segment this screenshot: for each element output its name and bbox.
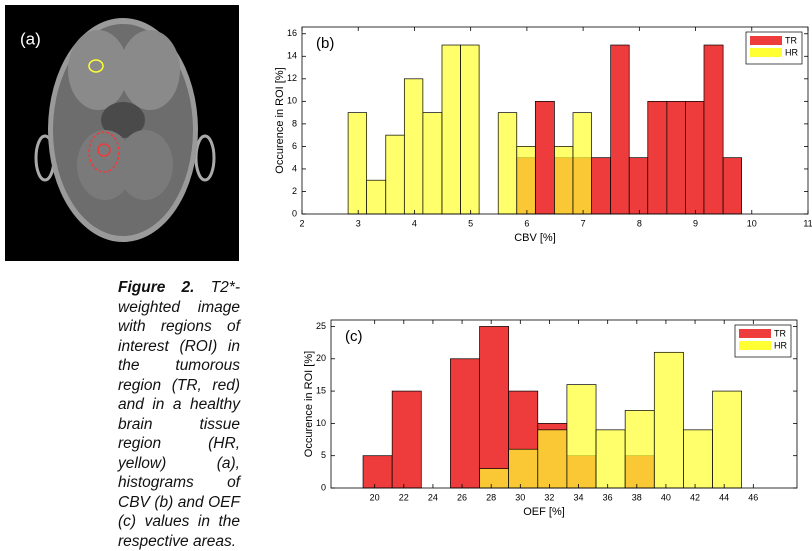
histogram-bar: [554, 146, 573, 214]
x-tick-label: 7: [581, 218, 586, 228]
x-tick-label: 9: [693, 218, 698, 228]
y-tick-label: 16: [287, 28, 297, 38]
histogram-bar: [723, 158, 742, 214]
x-axis-label: OEF [%]: [523, 506, 565, 518]
histogram-bar: [573, 113, 592, 214]
histogram-bar: [629, 158, 648, 214]
x-tick-label: 24: [428, 492, 438, 502]
y-tick-label: 0: [321, 482, 326, 492]
y-tick-label: 14: [287, 51, 297, 61]
histogram-bar: [386, 135, 405, 214]
x-tick-label: 40: [661, 492, 671, 502]
histogram-bar: [654, 352, 683, 488]
panel-label: (b): [316, 35, 334, 52]
legend-swatch: [739, 341, 771, 350]
legend-label: HR: [774, 340, 787, 350]
y-tick-label: 15: [316, 385, 326, 395]
legend-label: HR: [785, 47, 798, 57]
legend-label: TR: [785, 35, 797, 45]
x-tick-label: 34: [574, 492, 584, 502]
histogram-bar: [596, 430, 625, 488]
y-tick-label: 20: [316, 353, 326, 363]
histogram-bar: [567, 385, 596, 488]
x-tick-label: 10: [747, 218, 757, 228]
histogram-bar: [509, 449, 538, 488]
histogram-bar: [667, 101, 686, 214]
x-tick-label: 3: [356, 218, 361, 228]
histogram-bar: [538, 430, 567, 488]
y-tick-label: 8: [292, 118, 297, 128]
caption-text: T2*-weighted image with regions of inter…: [118, 279, 240, 550]
histogram-bar: [498, 113, 517, 214]
y-tick-label: 4: [292, 163, 297, 173]
histogram-bar: [625, 410, 654, 488]
y-tick-label: 0: [292, 208, 297, 218]
histogram-bar: [535, 101, 554, 214]
histogram-bar: [404, 79, 423, 214]
x-tick-label: 42: [690, 492, 700, 502]
histogram-bar: [704, 45, 723, 214]
y-axis-label: Occurence in ROI [%]: [274, 67, 286, 173]
x-tick-label: 20: [370, 492, 380, 502]
x-tick-label: 38: [632, 492, 642, 502]
mri-image: (a): [5, 5, 239, 261]
x-tick-label: 5: [468, 218, 473, 228]
histogram-bar: [517, 146, 536, 214]
histogram-bar: [683, 430, 712, 488]
x-tick-label: 8: [637, 218, 642, 228]
x-tick-label: 11: [803, 218, 812, 228]
y-tick-label: 10: [287, 96, 297, 106]
panel-label: (c): [345, 328, 363, 345]
y-tick-label: 10: [316, 418, 326, 428]
x-tick-label: 46: [748, 492, 758, 502]
x-tick-label: 26: [457, 492, 467, 502]
histogram-bar: [348, 113, 367, 214]
legend-swatch: [739, 329, 771, 338]
legend-label: TR: [774, 328, 786, 338]
histogram-bar: [480, 326, 509, 488]
histogram-bar: [592, 158, 611, 214]
x-tick-label: 2: [299, 218, 304, 228]
histogram-bar: [648, 101, 667, 214]
x-tick-label: 4: [412, 218, 417, 228]
y-tick-label: 5: [321, 450, 326, 460]
histogram-bar: [450, 359, 479, 488]
caption-label: Figure 2.: [118, 279, 195, 296]
y-tick-label: 25: [316, 321, 326, 331]
y-axis-label: Occurence in ROI [%]: [303, 351, 315, 457]
histogram-bar: [392, 391, 421, 488]
histogram-bar: [367, 180, 386, 214]
image-label: (a): [20, 29, 41, 48]
y-tick-label: 12: [287, 73, 297, 83]
x-tick-label: 22: [399, 492, 409, 502]
histogram-bar: [423, 113, 442, 214]
x-tick-label: 6: [524, 218, 529, 228]
x-tick-label: 44: [719, 492, 729, 502]
histogram-bar: [363, 456, 392, 488]
histogram-bar: [480, 469, 509, 488]
x-tick-label: 32: [544, 492, 554, 502]
x-tick-label: 28: [486, 492, 496, 502]
x-axis-label: CBV [%]: [514, 232, 556, 244]
histogram-bar: [713, 391, 742, 488]
y-tick-label: 2: [292, 186, 297, 196]
x-tick-label: 36: [603, 492, 613, 502]
caption: Figure 2. T2*-weighted image with region…: [118, 278, 240, 551]
y-tick-label: 6: [292, 141, 297, 151]
histogram-bar: [611, 45, 630, 214]
histogram-bar: [685, 101, 704, 214]
histogram-bar: [442, 45, 461, 214]
legend-swatch: [750, 36, 782, 45]
legend-swatch: [750, 48, 782, 57]
x-tick-label: 30: [515, 492, 525, 502]
histogram-bar: [461, 45, 480, 214]
